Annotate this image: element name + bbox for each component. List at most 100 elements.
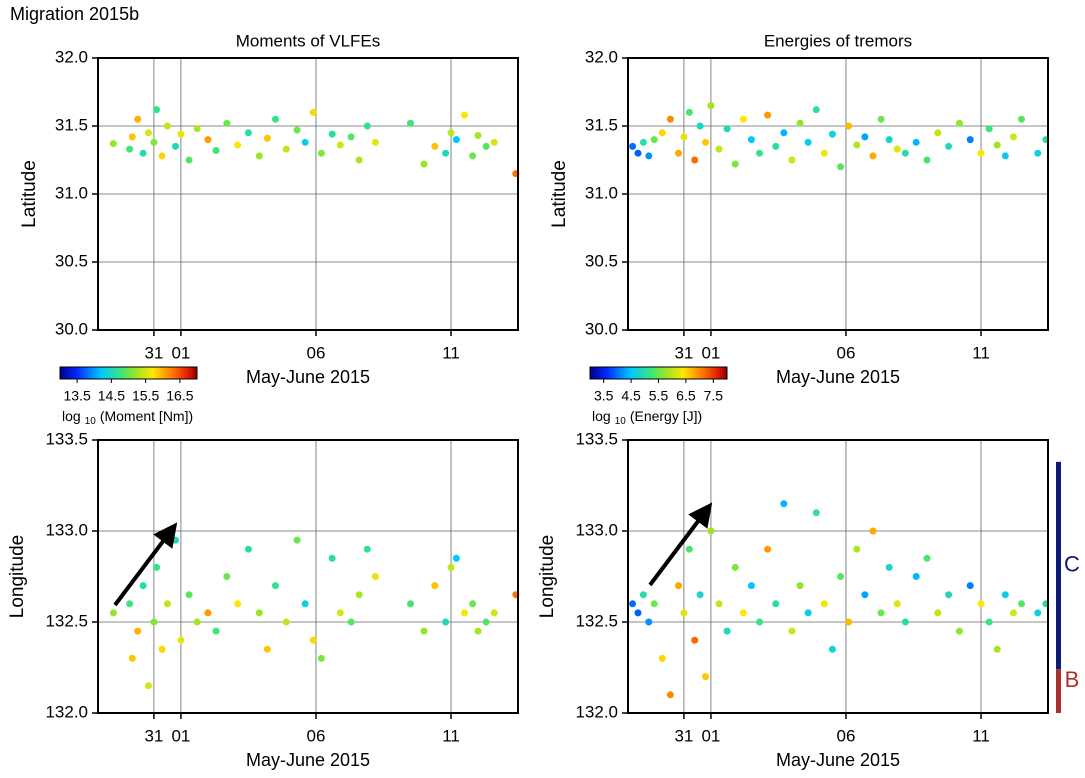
colorbar-segment — [80, 367, 84, 379]
colorbar-label: log 10 (Moment [Nm]) — [62, 408, 193, 427]
event-point — [293, 126, 301, 134]
colorbar-segment — [144, 367, 148, 379]
event-point — [244, 129, 252, 137]
y-tick-label: 133.0 — [45, 520, 88, 539]
x-tick-label: 31 — [144, 726, 163, 745]
event-point — [309, 108, 317, 116]
colorbar-segment — [711, 367, 714, 379]
event-point — [193, 125, 201, 133]
event-point — [328, 130, 336, 138]
colorbar-segment — [633, 367, 637, 379]
x-tick-label: 11 — [442, 343, 460, 362]
colorbar-segment — [624, 367, 628, 379]
y-tick-label: 31.0 — [585, 183, 618, 202]
event-point — [658, 129, 666, 137]
event-point — [639, 138, 647, 146]
event-point — [145, 129, 153, 137]
event-point — [431, 582, 439, 590]
event-point — [153, 563, 161, 571]
colorbar-segment — [160, 367, 164, 379]
colorbar-segment — [137, 367, 141, 379]
event-point — [966, 136, 974, 144]
colorbar-segment — [87, 367, 91, 379]
colorbar-segment — [176, 367, 180, 379]
colorbar-segment — [651, 367, 655, 379]
event-point — [820, 149, 828, 157]
colorbar-segment — [724, 367, 728, 379]
colorbar-segment — [151, 367, 155, 379]
y-tick-label: 133.0 — [575, 520, 618, 539]
colorbar-segment — [165, 367, 168, 379]
y-tick-label: 30.5 — [55, 251, 88, 270]
event-point — [109, 609, 117, 617]
event-point — [869, 527, 877, 535]
event-point — [193, 618, 201, 626]
event-point — [901, 618, 909, 626]
event-point — [804, 609, 812, 617]
region-label: B — [1065, 667, 1080, 692]
colorbar-frame — [59, 366, 198, 380]
colorbar-segment — [635, 367, 639, 379]
event-point — [255, 609, 263, 617]
colorbar-segment — [153, 367, 157, 379]
x-axis-label: May-June 2015 — [246, 367, 370, 387]
event-point — [482, 618, 490, 626]
panel-title: Moments of VLFEs — [236, 31, 381, 50]
colorbar-segment — [162, 367, 166, 379]
colorbar-segment — [640, 367, 644, 379]
colorbar-segment — [183, 367, 187, 379]
y-tick-label: 31.0 — [55, 183, 88, 202]
x-tick-label: 11 — [972, 343, 990, 362]
colorbar-label-subscript: 10 — [615, 416, 627, 427]
event-point — [666, 115, 674, 123]
colorbar-segment — [644, 367, 648, 379]
axes-frame — [627, 57, 1049, 331]
event-point — [893, 600, 901, 608]
colorbar-segment — [715, 367, 719, 379]
colorbar-segment — [649, 367, 653, 379]
event-point — [885, 563, 893, 571]
event-point — [934, 609, 942, 617]
event-point — [420, 160, 428, 168]
colorbar-segment — [674, 367, 678, 379]
y-tick-label: 30.5 — [585, 251, 618, 270]
colorbar-tick-label: 16.5 — [166, 388, 193, 404]
event-point — [772, 142, 780, 150]
event-point — [934, 129, 942, 137]
colorbar-segment — [708, 367, 712, 379]
event-point — [837, 573, 845, 580]
colorbar-segment — [171, 367, 175, 379]
colorbar-segment — [647, 367, 650, 379]
event-point — [317, 149, 325, 157]
event-point — [442, 618, 450, 626]
event-point — [955, 627, 963, 635]
event-point — [861, 591, 869, 599]
colorbar-segment — [185, 367, 189, 379]
colorbar-segment — [94, 367, 98, 379]
event-point — [629, 142, 637, 150]
colorbar-segment — [692, 367, 696, 379]
event-point — [993, 141, 1001, 149]
x-tick-label: 01 — [701, 343, 720, 362]
colorbar-segment — [130, 367, 134, 379]
colorbar-segment — [194, 367, 198, 379]
event-point — [153, 106, 161, 114]
colorbar-segment — [128, 367, 132, 379]
colorbar-tick-label: 15.5 — [132, 388, 159, 404]
event-point — [407, 600, 415, 608]
colorbar-segment — [697, 367, 701, 379]
colorbar-segment — [192, 367, 196, 379]
event-point — [828, 130, 836, 138]
event-point — [172, 142, 180, 150]
colorbar-segment — [69, 367, 72, 379]
event-point — [1018, 115, 1026, 123]
event-point — [780, 129, 788, 137]
colorbar-segment — [612, 367, 616, 379]
event-point — [163, 600, 171, 608]
event-point — [469, 600, 477, 608]
event-point — [869, 152, 877, 160]
event-point — [828, 645, 836, 653]
x-axis-label: May-June 2015 — [246, 750, 370, 770]
colorbar-segment — [706, 367, 710, 379]
